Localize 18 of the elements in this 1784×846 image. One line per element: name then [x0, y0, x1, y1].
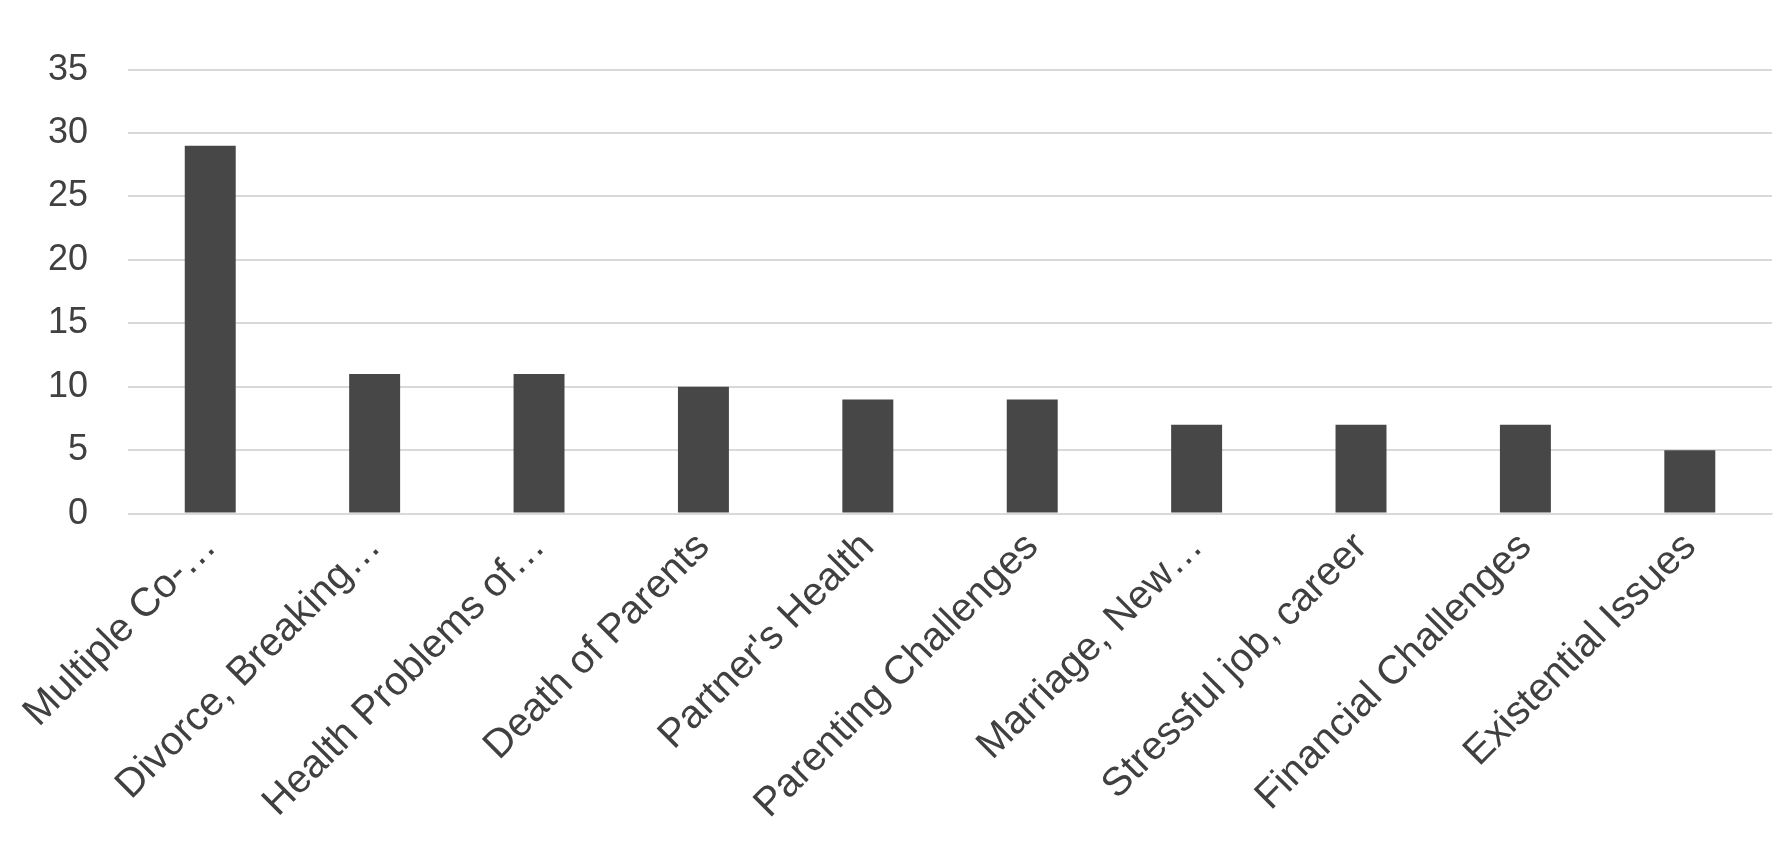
y-tick-label: 20: [48, 236, 89, 278]
bar: [1006, 399, 1058, 513]
bar: [1664, 450, 1716, 513]
y-tick-label: 35: [48, 46, 89, 88]
bar: [1499, 424, 1551, 513]
y-tick-label: 30: [48, 109, 89, 151]
bar: [349, 374, 401, 513]
y-tick-label: 5: [68, 427, 89, 469]
y-tick-label: 25: [48, 173, 89, 215]
bar: [184, 145, 236, 513]
y-tick-label: 15: [48, 300, 89, 342]
bar: [677, 386, 729, 513]
bar: [513, 374, 565, 513]
bar: [1335, 424, 1387, 513]
y-tick-label: 10: [48, 363, 89, 405]
bar: [1171, 424, 1223, 513]
y-tick-label: 0: [68, 490, 89, 532]
bar: [842, 399, 894, 513]
